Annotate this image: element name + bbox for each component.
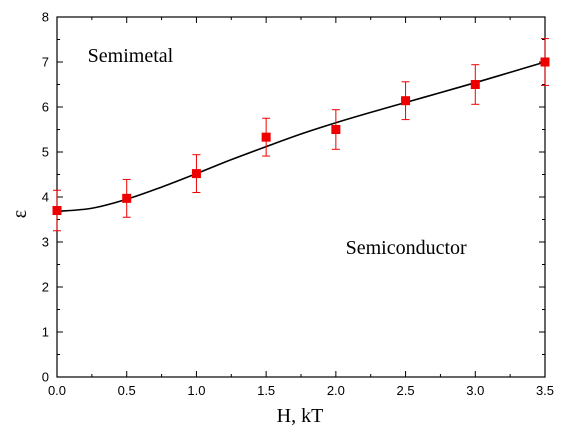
x-tick-label: 0.5 — [118, 383, 136, 398]
annotations: Semimetal Semiconductor — [88, 45, 467, 259]
x-tick-label: 0.0 — [48, 383, 66, 398]
data-point — [540, 57, 550, 67]
fit-curve — [56, 61, 546, 213]
region-label: Semimetal — [88, 45, 174, 67]
x-tick-label: 2.0 — [327, 383, 345, 398]
x-axis-title: H, kT — [277, 405, 324, 427]
y-tick-label: 5 — [42, 145, 49, 160]
region-label: Semiconductor — [346, 237, 467, 259]
y-axis-title: ε — [9, 210, 31, 218]
fit-curve-line — [56, 61, 546, 213]
y-axis: 0 1 2 3 4 5 6 7 8 — [42, 10, 545, 385]
x-tick-label: 2.5 — [397, 383, 415, 398]
x-axis: 0.0 0.5 1.0 1.5 2.0 2.5 3.0 3.5 — [48, 17, 554, 398]
data-point — [470, 80, 480, 89]
y-tick-label: 1 — [42, 325, 49, 340]
data-point — [401, 96, 411, 106]
y-tick-label: 0 — [42, 370, 49, 385]
y-tick-label: 2 — [42, 280, 49, 295]
data-point — [331, 125, 341, 134]
data-point — [261, 132, 271, 142]
y-tick-label: 8 — [42, 10, 49, 25]
y-tick-label: 4 — [42, 190, 49, 205]
x-tick-label: 3.5 — [536, 383, 554, 398]
x-tick-label: 1.5 — [257, 383, 275, 398]
x-tick-label: 1.0 — [187, 383, 205, 398]
y-tick-label: 3 — [42, 235, 49, 250]
data-point — [122, 193, 132, 203]
x-tick-label: 3.0 — [466, 383, 484, 398]
y-tick-label: 6 — [42, 100, 49, 115]
data-point — [52, 206, 62, 215]
data-point — [191, 169, 201, 179]
y-tick-label: 7 — [42, 55, 49, 70]
data-points — [52, 38, 550, 232]
